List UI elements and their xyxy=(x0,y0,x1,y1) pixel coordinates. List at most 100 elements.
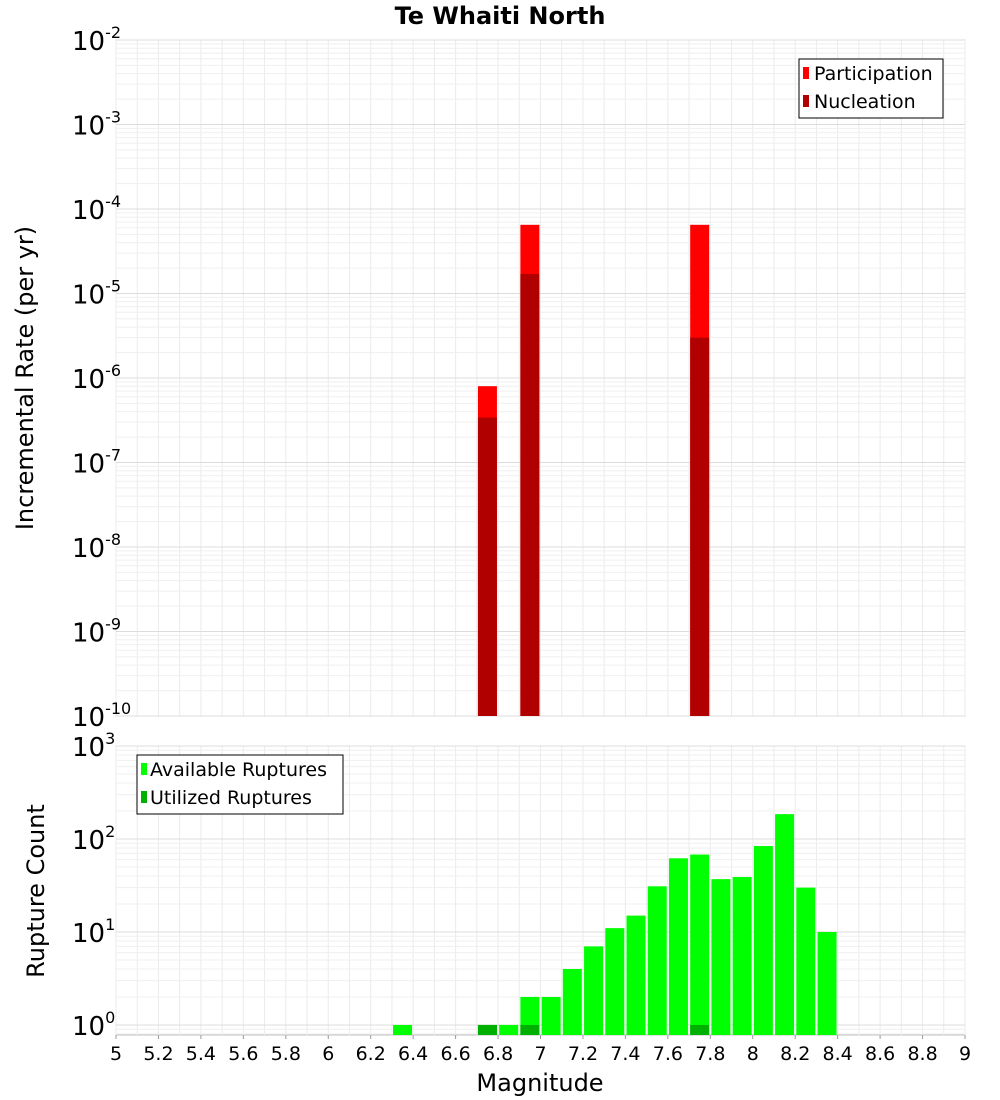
top-y-tick-exp: -2 xyxy=(105,23,121,42)
bottom-y-tick-exp: 2 xyxy=(105,822,115,841)
bottom-y-tick-label: 100 xyxy=(72,1008,115,1042)
top-y-tick-exp: -10 xyxy=(105,699,131,718)
top-legend-box xyxy=(798,58,944,119)
top-bar-nucleation xyxy=(520,274,540,716)
bottom-bar-available-ruptures xyxy=(775,814,795,1035)
bottom-bar-utilized-ruptures xyxy=(477,1024,497,1035)
legend-utilized-label: Utilized Ruptures xyxy=(150,787,312,809)
top-bar-nucleation xyxy=(477,417,497,716)
top-y-tick-base: 10 xyxy=(72,450,105,480)
bottom-bar-available-ruptures xyxy=(796,887,816,1035)
x-tick-label: 8.8 xyxy=(907,1043,937,1065)
top-y-tick-base: 10 xyxy=(72,27,105,57)
x-tick-label: 5.4 xyxy=(186,1043,216,1065)
bottom-bars xyxy=(393,814,837,1035)
x-tick-label: 6.2 xyxy=(356,1043,386,1065)
top-y-tick-label: 10-10 xyxy=(72,699,131,733)
top-y-tick-base: 10 xyxy=(72,196,105,226)
bottom-bar-available-ruptures xyxy=(605,928,625,1035)
x-tick-label: 6.4 xyxy=(398,1043,428,1065)
x-tick-label: 8.2 xyxy=(780,1043,810,1065)
bottom-y-tick-base: 10 xyxy=(72,826,105,856)
top-panel: 10-210-310-410-510-610-710-810-910-10 In… xyxy=(11,23,966,733)
x-tick-label: 8.4 xyxy=(823,1043,853,1065)
top-bar-nucleation xyxy=(690,337,710,716)
top-y-tick-base: 10 xyxy=(72,112,105,142)
bottom-legend-box xyxy=(136,754,344,815)
x-tick-label: 7 xyxy=(534,1043,546,1065)
bottom-y-tick-label: 102 xyxy=(72,822,115,856)
bottom-bar-available-ruptures xyxy=(626,915,646,1035)
top-y-tick-label: 10-7 xyxy=(72,446,121,480)
top-y-tick-label: 10-6 xyxy=(72,361,121,395)
bottom-y-tick-exp: 3 xyxy=(105,729,115,748)
chart-title: Te Whaiti North xyxy=(395,2,606,30)
x-tick-label: 9 xyxy=(959,1043,971,1065)
x-tick-label: 8 xyxy=(747,1043,759,1065)
top-y-tick-exp: -4 xyxy=(105,192,121,211)
bottom-y-tick-exp: 0 xyxy=(105,1008,115,1027)
x-tick-label: 5.2 xyxy=(143,1043,173,1065)
top-y-tick-label: 10-9 xyxy=(72,615,121,649)
top-y-tick-base: 10 xyxy=(72,619,105,649)
top-y-axis-label: Incremental Rate (per yr) xyxy=(11,226,39,530)
bottom-y-tick-exp: 1 xyxy=(105,915,115,934)
x-tick-label: 5.6 xyxy=(228,1043,258,1065)
top-y-tick-label: 10-4 xyxy=(72,192,121,226)
x-tick-label: 5.8 xyxy=(271,1043,301,1065)
legend-participation-swatch xyxy=(803,67,809,79)
top-y-tick-label: 10-8 xyxy=(72,530,121,564)
bottom-bar-available-ruptures xyxy=(817,931,837,1035)
bottom-bar-available-ruptures xyxy=(541,996,561,1035)
top-legend: Participation Nucleation xyxy=(798,58,944,119)
top-y-tick-label: 10-3 xyxy=(72,108,121,142)
top-y-tick-base: 10 xyxy=(72,703,105,733)
x-tick-label: 7.4 xyxy=(610,1043,640,1065)
top-y-tick-base: 10 xyxy=(72,281,105,311)
top-y-tick-label: 10-5 xyxy=(72,277,121,311)
bottom-bar-available-ruptures xyxy=(393,1024,413,1035)
top-y-tick-exp: -6 xyxy=(105,361,121,380)
top-y-tick-label: 10-2 xyxy=(72,23,121,57)
top-y-tick-exp: -7 xyxy=(105,446,121,465)
bottom-y-tick-base: 10 xyxy=(72,919,105,949)
x-tick-label: 7.8 xyxy=(695,1043,725,1065)
bottom-bar-available-ruptures xyxy=(647,886,667,1035)
x-tick-label: 6 xyxy=(322,1043,334,1065)
top-y-tick-exp: -9 xyxy=(105,615,121,634)
bottom-bar-available-ruptures xyxy=(690,854,710,1035)
legend-available-swatch xyxy=(141,763,147,775)
bottom-bar-available-ruptures xyxy=(499,1024,519,1035)
bottom-bar-utilized-ruptures xyxy=(520,1024,540,1035)
bottom-bar-available-ruptures xyxy=(584,946,604,1035)
x-tick-label: 7.6 xyxy=(653,1043,683,1065)
legend-participation-label: Participation xyxy=(814,63,933,85)
bottom-bar-available-ruptures xyxy=(732,877,752,1035)
bottom-y-tick-base: 10 xyxy=(72,733,105,763)
top-gridlines xyxy=(115,39,966,717)
top-y-tick-base: 10 xyxy=(72,534,105,564)
x-tick-label: 7.2 xyxy=(568,1043,598,1065)
bottom-y-tick-base: 10 xyxy=(72,1012,105,1042)
bottom-bar-utilized-ruptures xyxy=(690,1024,710,1035)
top-y-tick-exp: -3 xyxy=(105,108,121,127)
x-tick-labels: 5 5.2 5.4 5.6 5.8 6 6.2 6.4 6.6 6.8 7 7.2 7.4 7.6 7.8 8… xyxy=(110,1035,971,1065)
legend-nucleation-label: Nucleation xyxy=(814,91,916,113)
bottom-bar-available-ruptures xyxy=(562,968,582,1035)
x-axis-label: Magnitude xyxy=(476,1069,603,1097)
bottom-y-axis-label: Rupture Count xyxy=(22,804,50,978)
top-y-tick-labels: 10-210-310-410-510-610-710-810-910-10 xyxy=(72,23,131,733)
x-tick-label: 8.6 xyxy=(865,1043,895,1065)
x-tick-label: 6.8 xyxy=(483,1043,513,1065)
top-y-tick-exp: -5 xyxy=(105,277,121,296)
top-y-tick-exp: -8 xyxy=(105,530,121,549)
bottom-bar-available-ruptures xyxy=(753,846,773,1035)
top-y-tick-base: 10 xyxy=(72,365,105,395)
legend-nucleation-swatch xyxy=(803,95,809,107)
legend-available-label: Available Ruptures xyxy=(150,759,327,781)
x-tick-label: 6.6 xyxy=(440,1043,470,1065)
bottom-legend: Available Ruptures Utilized Ruptures xyxy=(136,754,344,815)
